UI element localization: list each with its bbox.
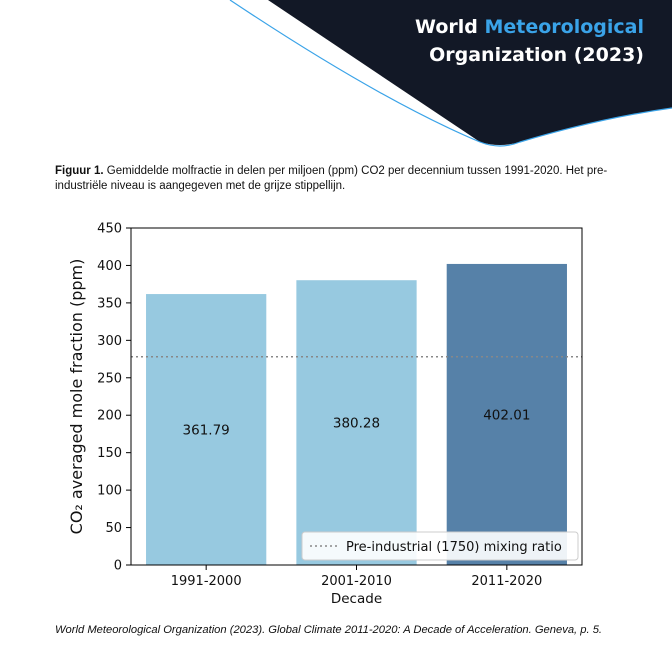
y-tick-label: 100 xyxy=(97,484,122,499)
y-tick-label: 250 xyxy=(97,371,122,386)
bar-value-label: 402.01 xyxy=(483,407,530,423)
bar-chart: 361.79 1991-2000 380.28 2001-2010 402.01 2011… xyxy=(67,222,583,607)
y-tick-label: 400 xyxy=(97,259,122,274)
caption-text: Gemiddelde molfractie in delen per miljo… xyxy=(55,165,608,192)
x-tick-label: 2001-2010 xyxy=(321,574,392,589)
bar-1991-2000 xyxy=(146,294,267,565)
y-axis-label: CO₂ averaged mole fraction (ppm) xyxy=(67,259,86,535)
x-axis-label: Decade xyxy=(331,591,382,607)
y-tick-label: 0 xyxy=(114,559,122,574)
legend-box xyxy=(301,531,579,561)
banner-shape xyxy=(268,0,672,145)
bar-2011-2020 xyxy=(446,263,567,565)
brand-title-line2: Organization (2023) xyxy=(429,44,644,66)
y-tick-label: 350 xyxy=(97,296,122,311)
x-tick-label: 1991-2000 xyxy=(171,574,242,589)
header-banner xyxy=(229,0,672,147)
y-tick-label: 200 xyxy=(97,409,122,424)
source-citation: World Meteorological Organization (2023)… xyxy=(55,624,603,636)
y-tick-label: 150 xyxy=(97,446,122,461)
brand-title-line1: World Meteorological xyxy=(415,18,644,37)
y-tick-label: 50 xyxy=(105,521,122,536)
y-tick-label: 300 xyxy=(97,334,122,349)
bar-2001-2010 xyxy=(296,280,417,565)
y-tick-label: 450 xyxy=(97,222,122,237)
bar-value-label: 380.28 xyxy=(333,416,380,432)
x-tick-label: 2011-2020 xyxy=(471,574,542,589)
caption-label: Figuur 1. xyxy=(55,165,104,177)
figure-caption: Figuur 1. Gemiddelde molfractie in delen… xyxy=(55,164,625,194)
plot-frame xyxy=(130,227,583,566)
legend-label: Pre-industrial (1750) mixing ratio xyxy=(346,540,562,555)
bar-value-label: 361.79 xyxy=(183,423,230,439)
banner-curve-line xyxy=(229,0,672,147)
brand-accent: Meteorological xyxy=(484,16,644,38)
brand-prefix: World xyxy=(415,16,485,38)
